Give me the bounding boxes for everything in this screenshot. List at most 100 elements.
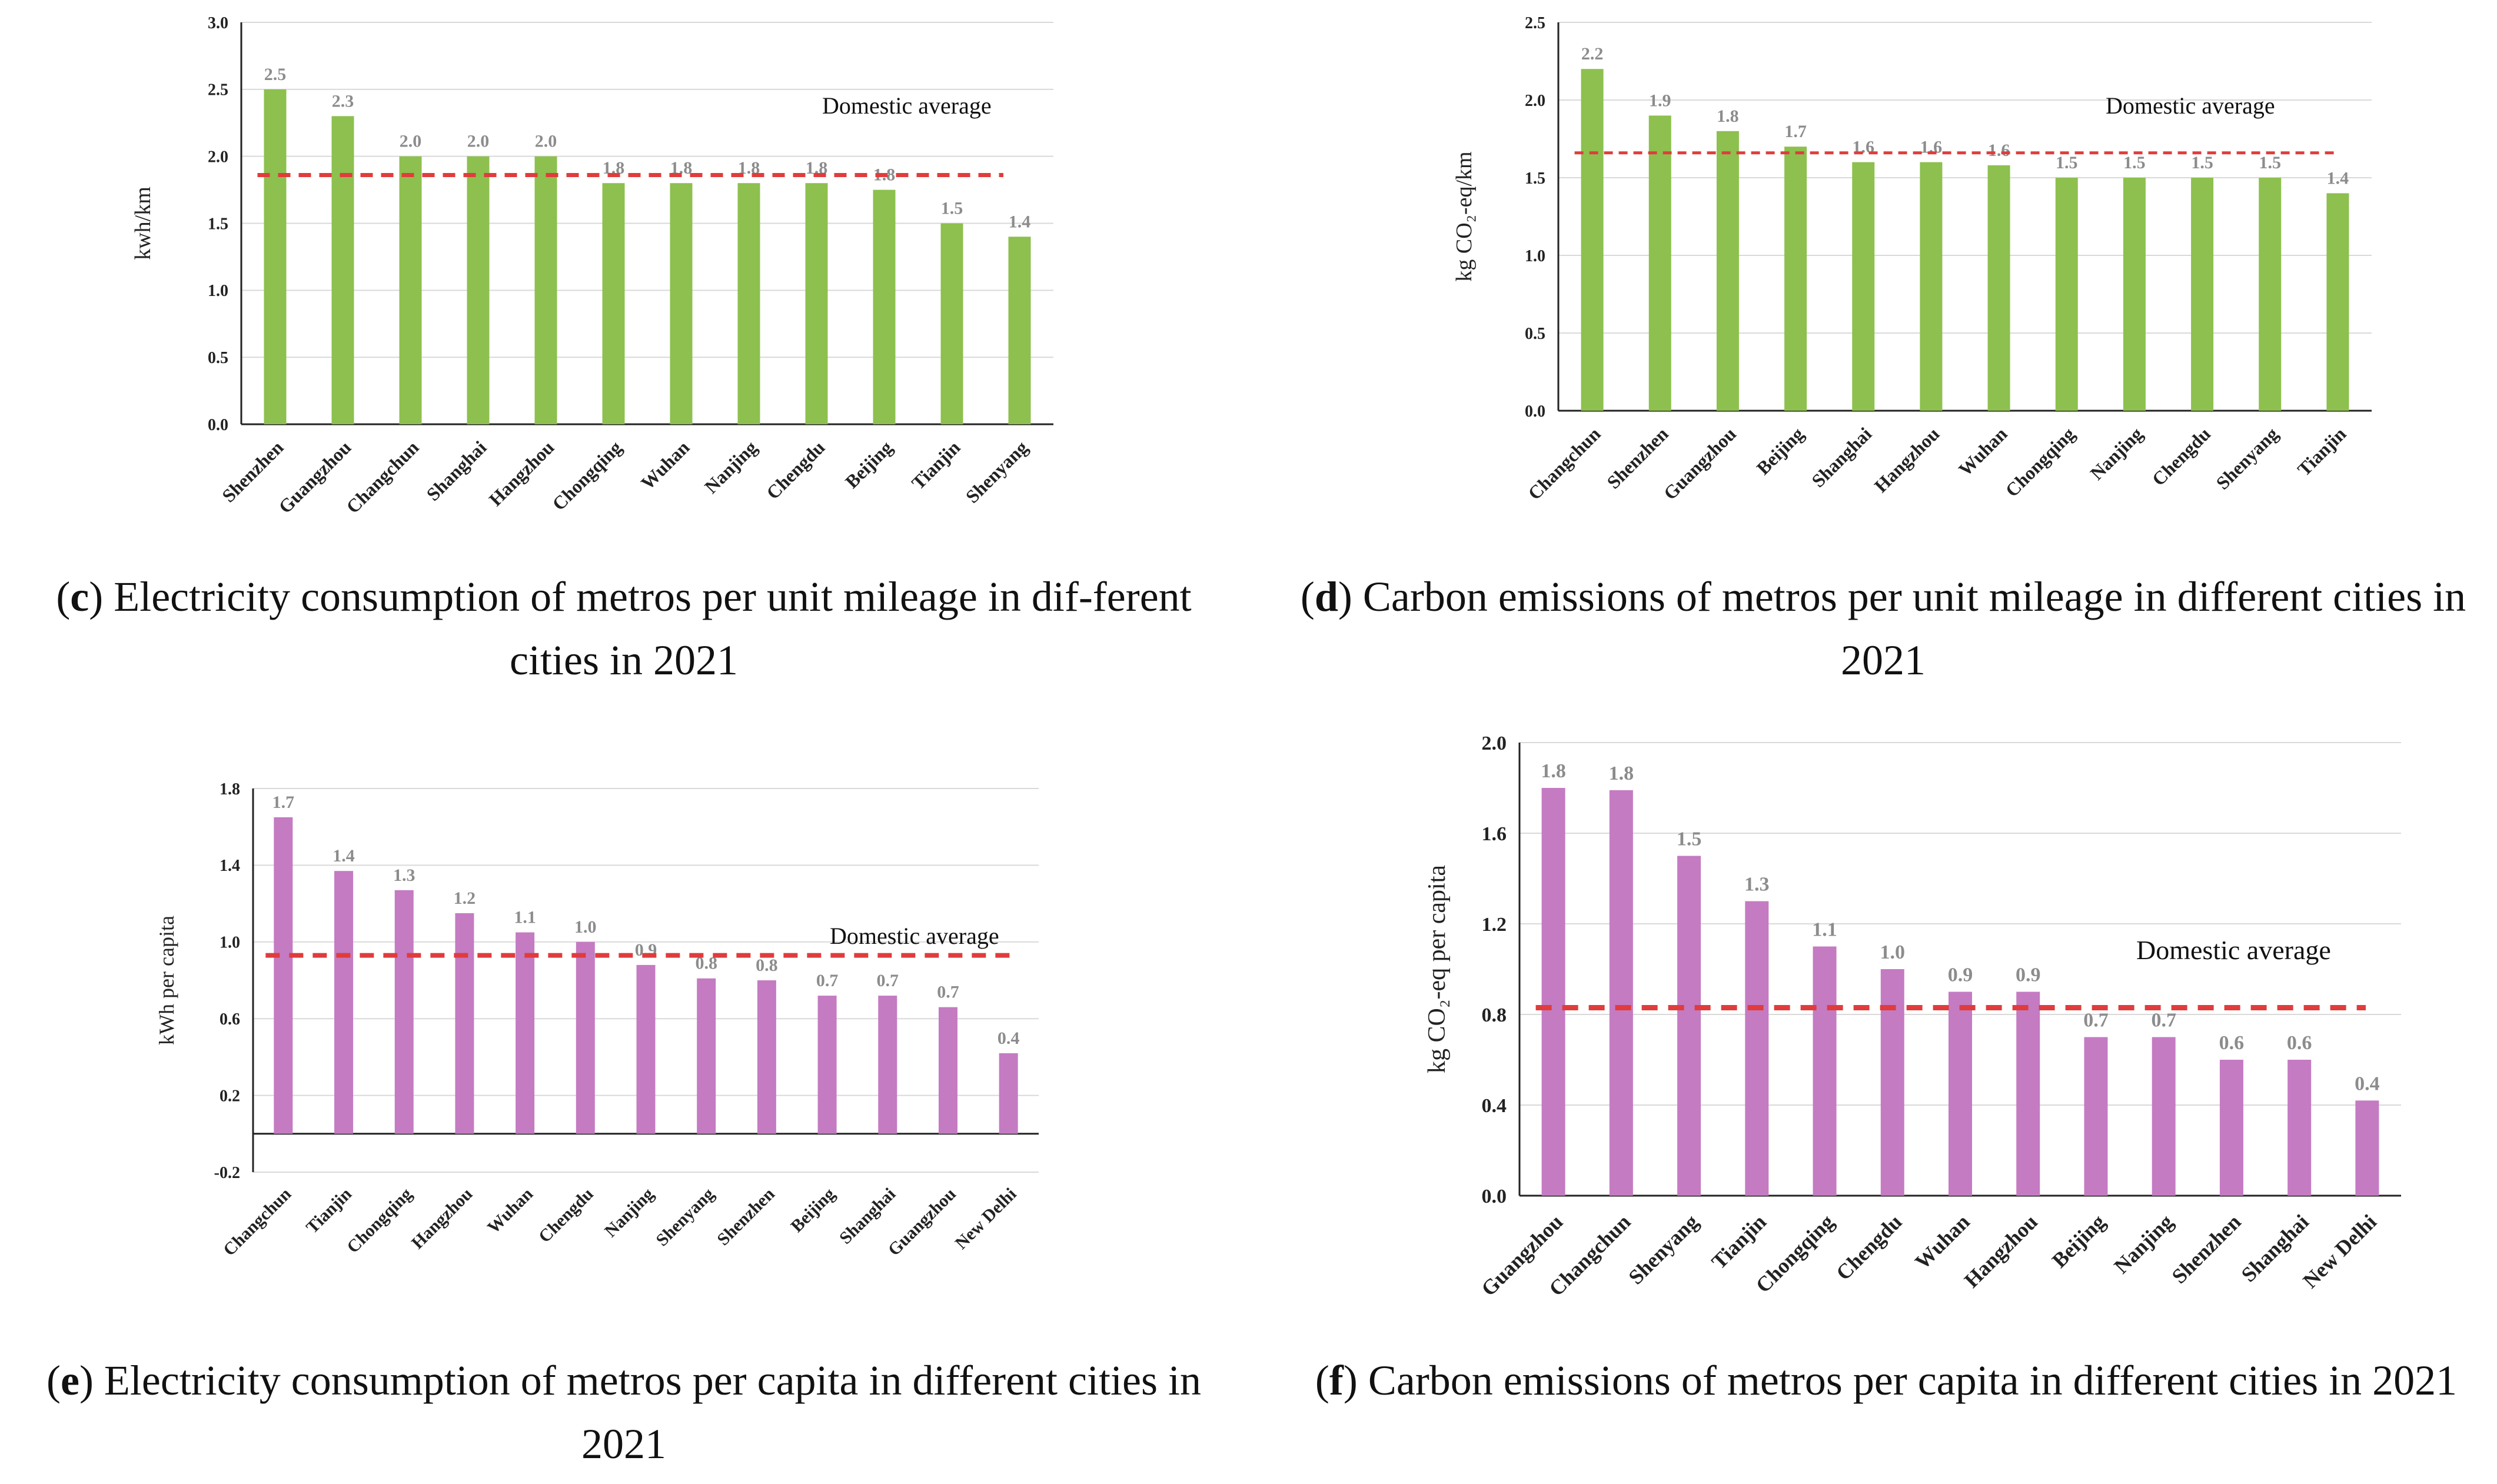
reference-label-e: Domestic average [830,923,999,949]
data-label-f-1: 1.8 [1609,763,1634,784]
bar-c-shenzhen [264,89,287,425]
data-label-d-7: 1.5 [2056,153,2078,172]
bar-e-chengdu [576,941,595,1134]
reference-label-f: Domestic average [2136,935,2331,965]
bar-d-shanghai [1852,162,1875,411]
bar-e-nanjing [636,964,656,1134]
chart-c-svg: 0.0 0.5 1.0 1.5 2.0 2.5 3.0 kwh/km 2.5 Shenzhen 2.… [131,14,1053,518]
ytick-label-c-3: 1.5 [208,215,228,233]
category-label-e-12: New Delhi [952,1184,1020,1253]
chart-panel-c: 0.0 0.5 1.0 1.5 2.0 2.5 3.0 kwh/km 2.5 Shenzhen 2.… [0,0,1248,706]
data-label-d-0: 2.2 [1581,44,1604,64]
bar-f-nanjing [2152,1037,2176,1196]
category-label-c-3: Shanghai [422,437,490,505]
data-label-f-6: 0.9 [1948,964,1973,986]
ytick-label-d-3: 1.5 [1525,169,1545,188]
bar-f-shenzhen [2219,1060,2243,1196]
ytick-label-f-2: 0.8 [1482,1004,1507,1026]
data-label-e-2: 1.3 [393,866,415,885]
category-label-d-11: Tianjin [2293,423,2350,480]
category-label-e-10: Shanghai [836,1184,899,1248]
data-label-f-7: 0.9 [2016,964,2041,986]
category-label-d-1: Shenzhen [1602,423,1673,493]
bar-e-tianjin [334,871,354,1134]
ytick-label-c-2: 1.0 [208,282,228,300]
caption-f-letter: f [1329,1357,1344,1404]
data-label-e-4: 1.1 [514,908,536,927]
data-label-f-12: 0.4 [2355,1073,2380,1094]
ytick-label-c-6: 3.0 [208,14,228,32]
data-label-e-11: 0.7 [937,983,959,1002]
ytick-label-f-1: 0.4 [1482,1095,1507,1117]
bar-f-guangzhou [1541,788,1565,1196]
data-label-e-0: 1.7 [272,793,295,812]
bar-d-chongqing [2055,178,2078,411]
data-label-c-4: 2.0 [535,132,557,151]
category-label-d-0: Changchun [1524,423,1605,504]
reference-label-c: Domestic average [822,92,992,119]
ytick-label-f-5: 2.0 [1482,733,1507,754]
category-label-f-3: Tianjin [1707,1210,1770,1273]
data-label-f-2: 1.5 [1677,828,1702,850]
category-label-e-2: Chongqing [343,1184,416,1257]
category-label-d-10: Shenyang [2212,423,2282,494]
data-label-d-10: 1.5 [2259,153,2282,172]
data-label-d-2: 1.8 [1717,107,1739,126]
data-label-f-11: 0.6 [2287,1032,2312,1054]
category-label-c-11: Shenyang [962,437,1032,507]
bar-d-chengdu [2191,178,2214,411]
category-label-d-5: Hangzhou [1870,423,1944,497]
category-label-e-1: Tianjin [302,1184,355,1237]
chart-panel-f: 0.0 0.4 0.8 1.2 1.6 2.0 kg CO₂-eq per capita 1.… [1248,718,2497,1484]
category-label-f-5: Chengdu [1831,1210,1906,1285]
category-label-e-0: Changchun [220,1184,295,1259]
ytick-label-e-5: 1.8 [220,780,240,798]
category-label-c-7: Nanjing [700,437,761,497]
ytick-label-d-4: 2.0 [1525,92,1545,110]
category-label-e-7: Shenyang [652,1184,718,1250]
bar-f-new-delhi [2355,1100,2379,1196]
caption-e-letter: e [60,1357,79,1404]
bar-f-shenyang [1677,856,1701,1196]
bar-e-hangzhou [455,913,474,1134]
y-axis-title-e: kWh per capita [155,916,178,1045]
y-axis-title-f: kg CO₂-eq per capita [1424,865,1451,1073]
bar-e-guangzhou [938,1007,957,1134]
ytick-label-d-0: 0.0 [1525,402,1545,421]
bar-d-tianjin [2326,193,2349,411]
ytick-label-c-1: 0.5 [208,349,228,367]
bar-f-beijing [2084,1037,2108,1196]
ytick-label-c-5: 2.5 [208,81,228,99]
bar-c-chongqing [602,183,625,424]
category-label-c-8: Chengdu [762,437,829,503]
y-axis-title-d: kg CO₂-eq/km [1452,151,1477,281]
category-label-c-1: Guangzhou [274,437,355,517]
caption-e: (e) Electricity consumption of metros pe… [46,1357,1202,1468]
ytick-label-c-0: 0.0 [208,416,228,434]
data-label-f-10: 0.6 [2219,1032,2245,1054]
caption-e-text: ) Electricity consumption of metros per … [79,1357,1202,1468]
bar-f-hangzhou [2016,991,2040,1196]
chart-panel-d: 0.0 0.5 1.0 1.5 2.0 2.5 kg CO₂-eq/km 2.2 Changch… [1248,0,2497,706]
ytick-label-e-3: 1.0 [220,934,240,952]
bar-d-wuhan [1987,165,2010,411]
category-label-d-6: Wuhan [1954,423,2011,480]
chart-e-svg: -0.2 0.2 0.6 1.0 1.4 1.8 kWh per capita 1.7 Chan… [155,780,1039,1260]
category-label-c-6: Wuhan [637,437,694,494]
bar-e-wuhan [516,932,535,1134]
category-label-c-2: Changchun [342,437,423,518]
ytick-label-f-4: 1.6 [1482,823,1507,845]
bar-d-hangzhou [1920,162,1943,411]
bar-d-changchun [1581,69,1604,411]
caption-f-text: ) Carbon emissions of metros per capita … [1343,1357,2458,1404]
ytick-label-e-4: 1.4 [220,857,240,875]
ytick-label-e-1: 0.2 [220,1087,240,1105]
ytick-label-f-3: 1.2 [1482,914,1507,936]
data-label-f-0: 1.8 [1541,760,1566,782]
category-label-e-9: Beijing [787,1184,839,1236]
data-label-c-2: 2.0 [400,132,422,151]
category-label-f-6: Wuhan [1910,1210,1974,1273]
bar-f-changchun [1609,790,1633,1196]
caption-c: (c) Electricity consumption of metros pe… [56,573,1192,684]
category-label-e-3: Hangzhou [408,1184,476,1253]
